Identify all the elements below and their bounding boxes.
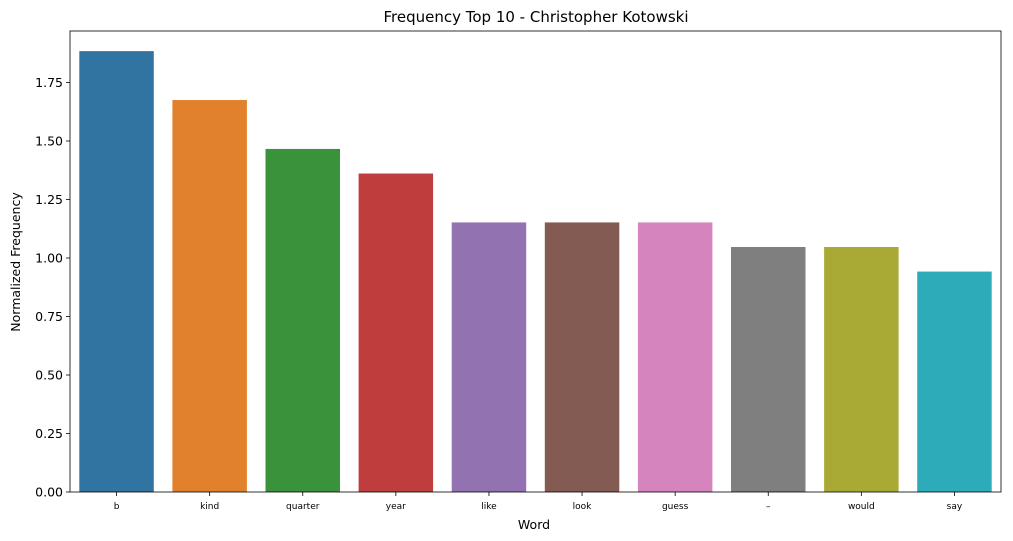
bar-9 — [824, 246, 899, 492]
y-tick-label: 1.25 — [35, 192, 63, 207]
y-tick-label: 0.50 — [35, 367, 63, 382]
bars-group — [79, 51, 992, 493]
x-tick-label: kind — [200, 502, 219, 512]
y-axis: 0.00 0.25 0.50 0.75 1.00 1.25 1.50 1.75 — [35, 75, 70, 500]
chart-title: Frequency Top 10 - Christopher Kotowski — [383, 8, 688, 26]
x-tick-label: look — [573, 502, 593, 512]
bar-5 — [451, 222, 527, 493]
x-tick-label: year — [386, 502, 406, 512]
bar-7 — [637, 222, 713, 493]
bar-8 — [731, 246, 806, 492]
bar-4 — [358, 173, 434, 492]
plot-frame — [69, 30, 1002, 493]
x-axis: b kind quarter year like look guess – would say — [114, 492, 963, 512]
y-tick-label: 0.00 — [35, 485, 63, 500]
bar-6 — [544, 222, 620, 493]
y-tick-label: 0.25 — [35, 426, 63, 441]
x-tick-label: b — [114, 502, 120, 512]
x-tick-label: quarter — [286, 502, 320, 512]
x-axis-label: Word — [518, 517, 550, 532]
y-axis-label: Normalized Frequency — [8, 192, 23, 332]
x-tick-label: say — [947, 502, 963, 512]
bar-10 — [917, 271, 992, 492]
x-tick-label: – — [766, 502, 771, 512]
y-tick-label: 0.75 — [35, 309, 63, 324]
y-tick-label: 1.50 — [35, 133, 63, 148]
x-tick-label: would — [848, 502, 875, 512]
bar-2 — [172, 100, 247, 493]
y-tick-label: 1.00 — [35, 250, 63, 265]
y-tick-label: 1.75 — [35, 75, 63, 90]
bar-3 — [265, 148, 340, 493]
bar-1 — [79, 51, 154, 492]
x-tick-label: guess — [662, 502, 689, 512]
x-tick-label: like — [481, 502, 497, 512]
